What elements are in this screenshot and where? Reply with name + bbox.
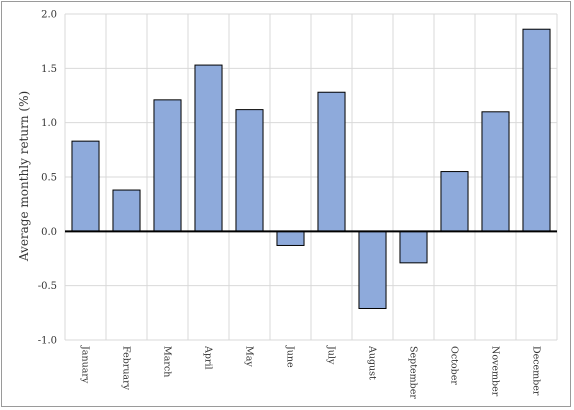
bar-october — [440, 171, 469, 232]
x-tick-label-november: November — [490, 346, 501, 397]
y-tick-label: 1.5 — [41, 64, 57, 75]
x-tick-label-january: January — [80, 345, 91, 384]
y-tick-labels: 2.0 1.5 1.0 0.5 0.0 -0.5 -1.0 — [38, 10, 57, 347]
bars — [71, 28, 551, 309]
bar-august — [358, 230, 387, 309]
x-category-labels: January February March April May June July Augu… — [80, 345, 542, 399]
bar-january — [71, 140, 100, 232]
bar-december — [522, 28, 551, 232]
x-tick-label-march: March — [162, 346, 173, 377]
bar-may — [235, 109, 264, 232]
x-tick-label-may: May — [244, 346, 255, 367]
x-tick-label-december: December — [531, 346, 542, 396]
bar-march — [153, 99, 182, 232]
bar-february — [112, 189, 141, 232]
x-tick-label-october: October — [449, 346, 460, 385]
y-tick-label: -1.0 — [38, 336, 57, 347]
bar-july — [317, 91, 346, 232]
y-tick-label: -0.5 — [38, 281, 57, 292]
x-tick-label-april: April — [203, 345, 214, 370]
x-tick-label-july: July — [326, 345, 337, 365]
gridlines — [64, 13, 558, 341]
x-tick-label-june: June — [285, 345, 296, 368]
y-tick-label: 2.0 — [41, 10, 57, 21]
y-tick-label: 0.0 — [41, 227, 57, 238]
x-tick-label-august: August — [367, 345, 378, 380]
bar-april — [194, 64, 223, 232]
bar-june — [276, 230, 305, 246]
x-tick-label-september: September — [408, 346, 419, 399]
x-tick-label-february: February — [121, 346, 132, 391]
y-axis-title: Average monthly return (%) — [17, 91, 31, 262]
bar-september — [399, 230, 428, 264]
y-tick-label: 1.0 — [41, 118, 57, 129]
y-tick-label: 0.5 — [41, 173, 57, 184]
bar-november — [481, 111, 510, 232]
